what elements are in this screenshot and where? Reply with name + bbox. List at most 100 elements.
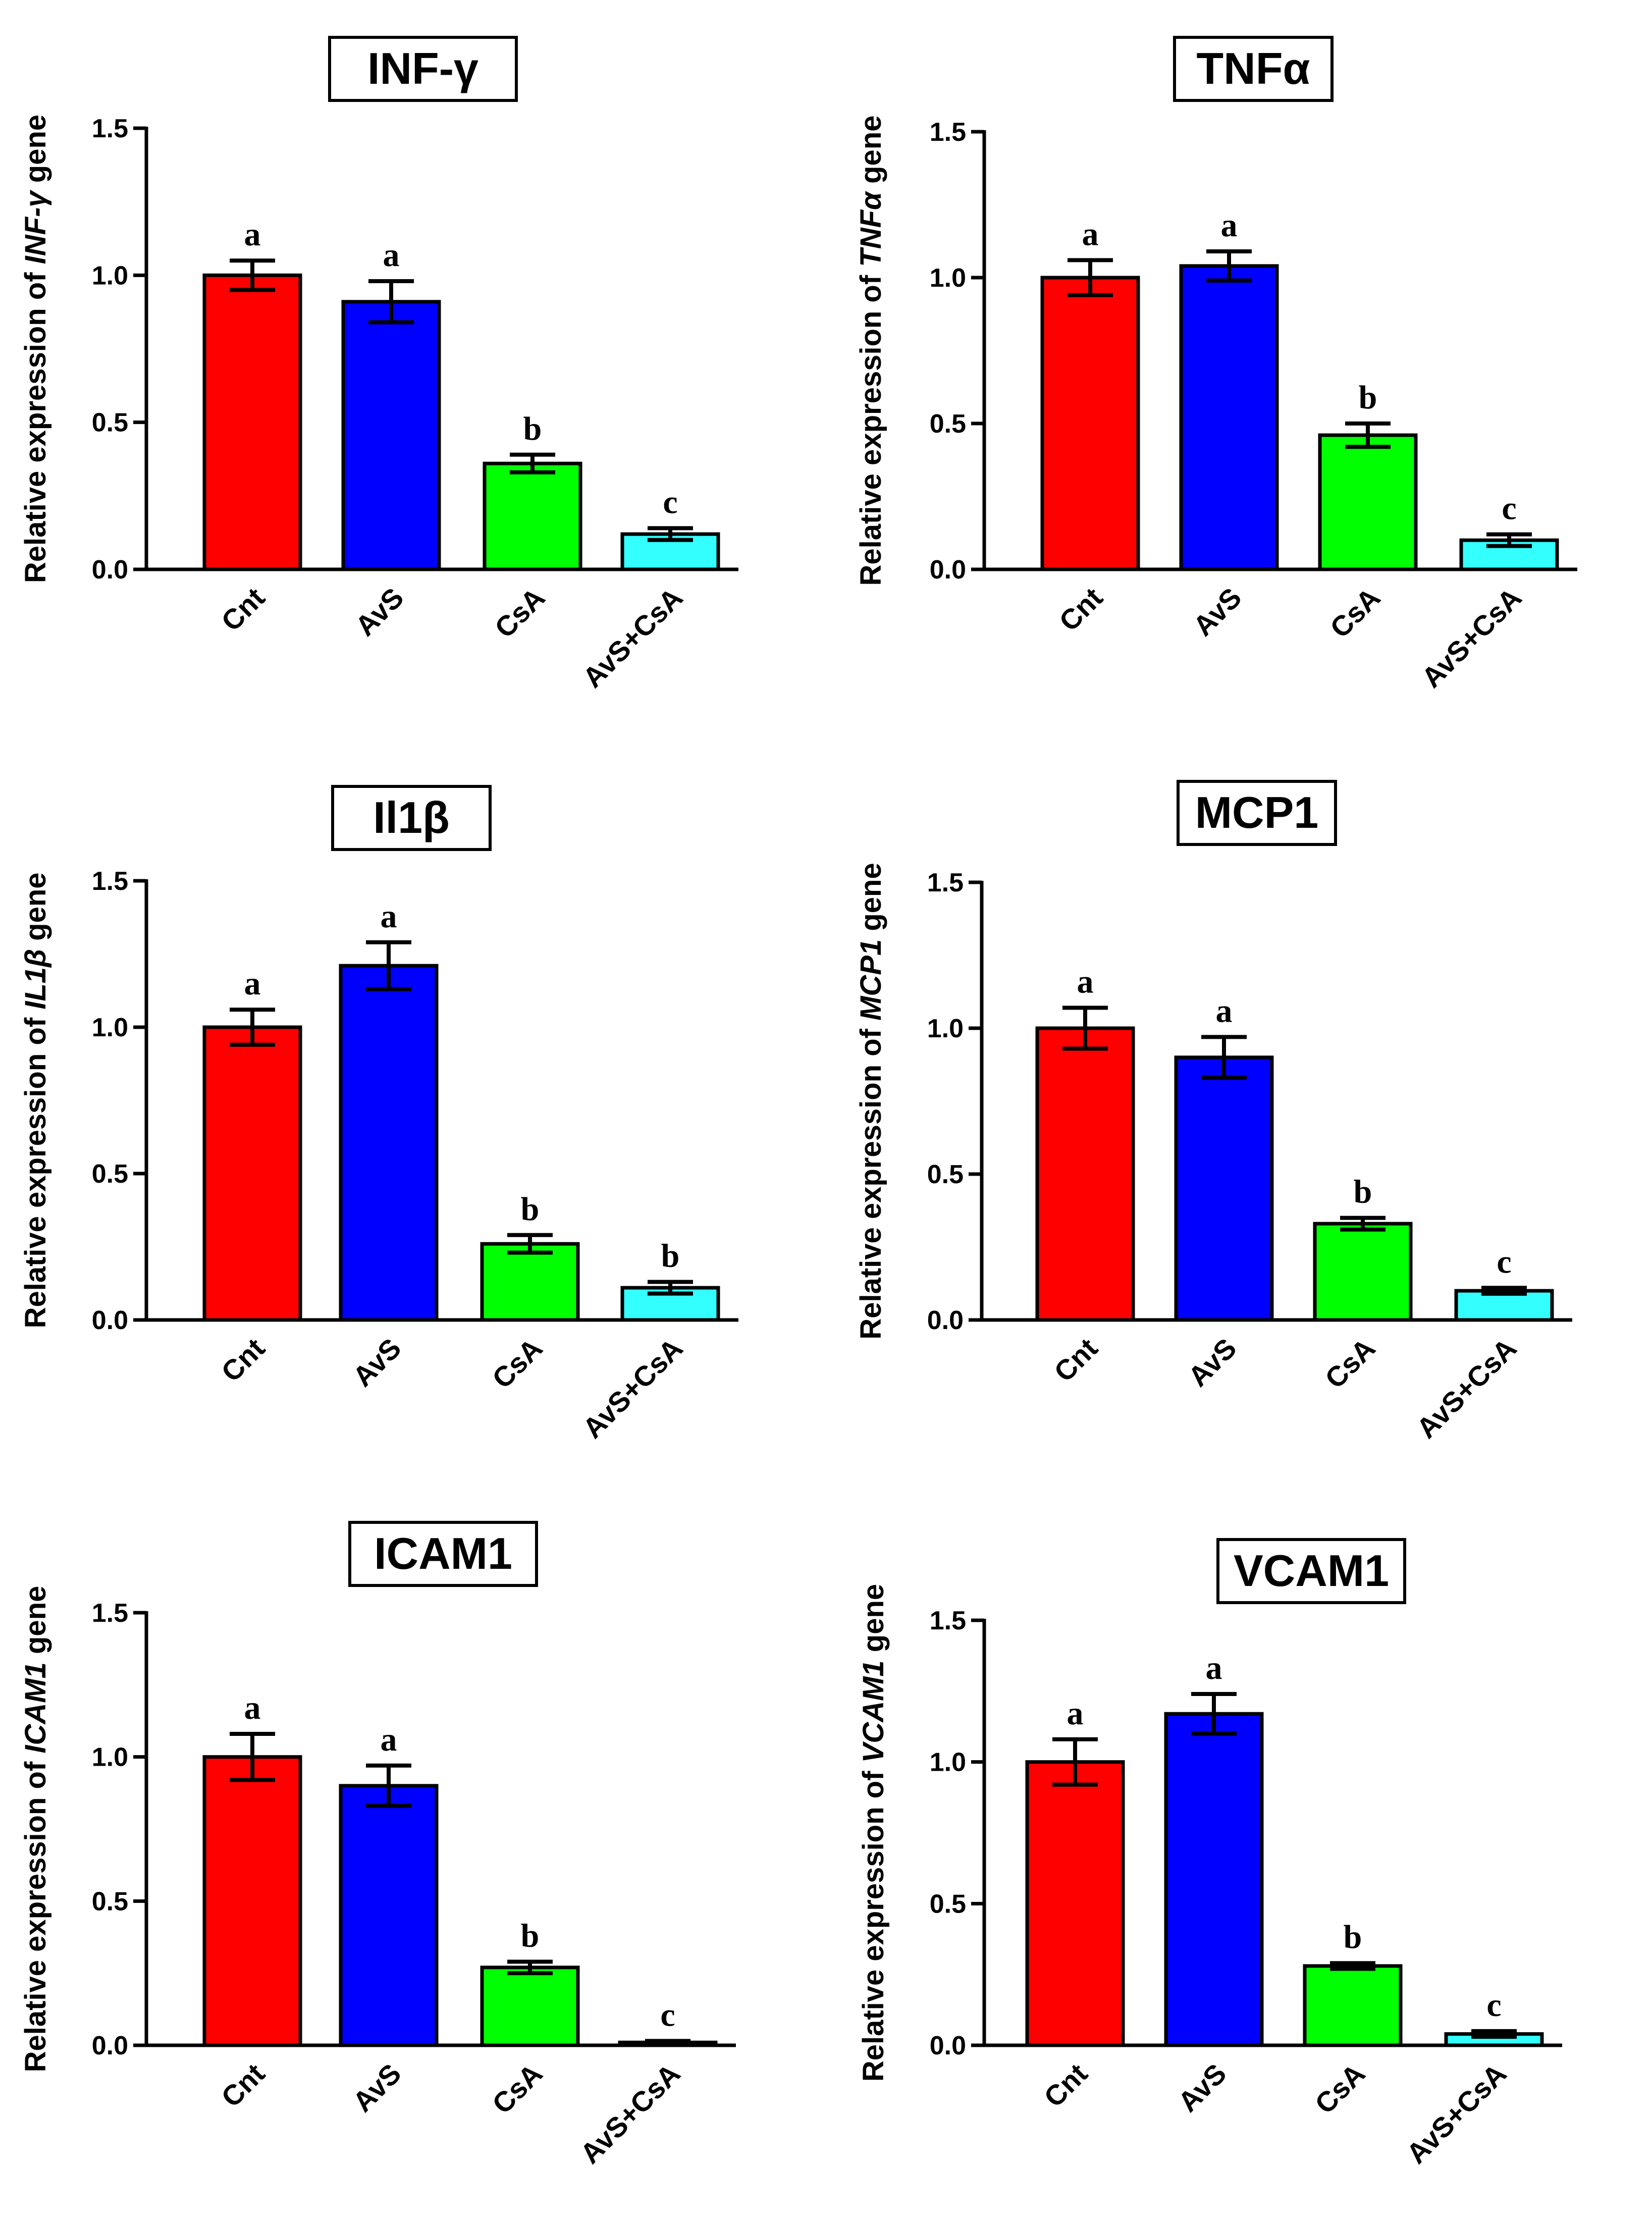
significance-letter: a [244,1689,261,1726]
bar-cnt [1040,276,1140,571]
y-tick-label: 0.0 [930,555,966,585]
y-axis-label-prefix: Relative expression of [857,1763,890,2082]
y-axis-label-suffix: gene [855,863,887,939]
significance-letter: b [1344,1919,1362,1955]
y-tick-label: 0.0 [930,2031,966,2060]
category-label: AvS [1182,1332,1242,1393]
category-label: AvS+CsA [1400,2057,1512,2169]
bar-csa [483,461,582,571]
category-label: AvS+CsA [1415,581,1527,694]
y-tick-label: 0.5 [92,1887,128,1916]
panel-title-box [348,1521,538,1587]
category-label: Cnt [215,1332,271,1388]
bar-cnt [1035,1026,1135,1322]
significance-letter: a [1216,992,1233,1029]
y-tick-label: 1.5 [92,114,128,143]
y-tick-label: 1.5 [930,118,966,147]
category-label: Cnt [1048,1332,1104,1388]
y-axis-label-gene: INF-γ [19,190,52,264]
y-tick-label: 1.0 [92,1743,128,1772]
significance-letter: b [521,1191,540,1228]
y-axis-label-suffix: gene [855,115,887,192]
bar-cnt [1025,1760,1125,2047]
bar-csa [480,1242,580,1322]
y-axis-label-gene: ICAM1 [19,1662,52,1753]
significance-letter: c [1497,1243,1511,1280]
y-tick-label: 0.5 [92,1159,128,1189]
category-label: AvS [1187,581,1247,642]
significance-letter: c [1486,1987,1501,2024]
category-label: Cnt [215,581,271,638]
bar-avs [339,1784,439,2047]
panel-title: ICAM1 [374,1528,512,1578]
y-axis-label-suffix: gene [19,115,52,191]
bar-cnt [202,273,302,571]
y-tick-label: 1.0 [927,1014,964,1043]
panel-title: INF-γ [367,43,478,93]
category-label: CsA [489,581,551,644]
significance-letter: a [381,898,397,935]
significance-letter: c [663,484,677,520]
y-axis-label: Relative expression of INF-γ gene [19,115,52,583]
y-tick-label: 0.5 [930,409,966,439]
panel-title-box [328,36,518,102]
y-axis-label-gene: MCP1 [855,939,887,1021]
category-label: Cnt [215,2057,271,2113]
chart-panel-2: TNFα 0.0 0.5 1.0 1.5 Relative expression of T… [855,36,1577,694]
category-label: CsA [1324,581,1387,644]
y-axis-label: Relative expression of VCAM1 gene [857,1584,890,2082]
y-axis-label-prefix: Relative expression of [855,267,887,586]
significance-letter: a [1082,216,1099,252]
y-axis-label-gene: TNFα [855,191,887,267]
y-tick-label: 1.5 [92,1599,128,1628]
significance-letter: a [1067,1695,1084,1732]
chart-panel-6: VCAM1 0.0 0.5 1.0 1.5 Relative expression of … [857,1538,1562,2169]
category-label: Cnt [1053,581,1109,638]
category-label: CsA [1309,2057,1371,2120]
y-axis-label-gene: IL1β [19,949,52,1010]
y-tick-label: 0.0 [92,555,128,585]
chart-panel-4: MCP1 0.0 0.5 1.0 1.5 Relative expression of M… [855,780,1572,1444]
y-axis-label-suffix: gene [19,872,52,949]
bar-cnt [202,1755,302,2047]
significance-letter: a [381,1721,397,1758]
significance-letter: a [1221,207,1238,244]
category-label: AvS+CsA [576,581,688,694]
category-label: AvS+CsA [574,2057,686,2169]
y-axis-label: Relative expression of MCP1 gene [855,863,887,1339]
category-label: AvS+CsA [1410,1332,1522,1444]
panel-title-box [1177,780,1337,846]
y-axis-label-suffix: gene [19,1586,52,1663]
y-axis-label: Relative expression of TNFα gene [855,115,887,586]
panel-title: MCP1 [1195,787,1319,837]
panel-title-box [331,785,492,851]
y-tick-label: 1.5 [930,1606,966,1635]
category-label: AvS+CsA [576,1332,688,1444]
significance-letter: b [661,1238,680,1275]
chart-panel-5: ICAM1 0.0 0.5 1.0 1.5 Relative expression of … [19,1521,736,2169]
bar-csa [1303,1964,1403,2047]
significance-letter: c [1502,490,1516,527]
y-axis-label: Relative expression of IL1β gene [19,872,52,1328]
category-label: AvS [1171,2057,1232,2118]
y-tick-label: 0.0 [92,1306,128,1335]
significance-letter: a [1077,964,1094,1000]
bar-avs [1179,264,1279,571]
panel-title-box [1173,36,1334,102]
y-tick-label: 1.0 [92,261,128,290]
y-tick-label: 0.5 [92,408,128,438]
y-tick-label: 0.0 [927,1306,964,1335]
bar-avs [1174,1055,1274,1322]
category-label: CsA [486,1332,549,1395]
significance-letter: c [660,1996,675,2033]
y-tick-label: 0.5 [930,1889,966,1919]
y-axis-label-prefix: Relative expression of [855,1021,887,1340]
significance-letter: b [1359,379,1377,416]
panel-title: VCAM1 [1234,1546,1389,1596]
significance-letter: b [1354,1174,1372,1210]
y-tick-label: 1.5 [92,867,128,896]
category-label: CsA [1319,1332,1381,1395]
bar-avs [339,964,439,1322]
